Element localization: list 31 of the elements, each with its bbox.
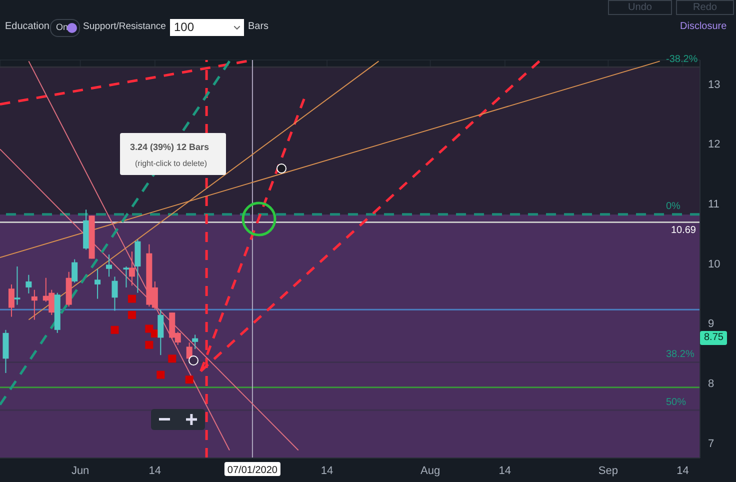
x-tick-label: 14 bbox=[148, 464, 162, 477]
text: Support/Resistance bbox=[83, 21, 166, 32]
y-tick-label: 9 bbox=[708, 318, 714, 330]
y-tick-label: 13 bbox=[708, 78, 720, 91]
annotation: 50% bbox=[666, 397, 686, 408]
x-tick-label: 14 bbox=[498, 464, 512, 477]
toggle-switch: On bbox=[50, 19, 80, 37]
annotation: -38.2% bbox=[666, 54, 698, 66]
annotation: 38.2% bbox=[666, 349, 694, 360]
ref-line-label: 07/01/2020 bbox=[227, 465, 278, 476]
dropdown-field: 100 bbox=[170, 19, 244, 36]
y-tick-label: 12 bbox=[708, 138, 720, 151]
y-tick-label: 8 bbox=[708, 378, 714, 390]
ref-line-label: 10.69 bbox=[670, 225, 696, 236]
text: Bars bbox=[248, 21, 269, 32]
annotation: (right-click to delete) bbox=[135, 159, 208, 168]
y-tick-label: 7 bbox=[708, 438, 714, 450]
annotation: 0% bbox=[666, 201, 680, 212]
text: Education bbox=[5, 21, 50, 32]
text: Undo bbox=[608, 0, 672, 15]
text: Disclosure bbox=[680, 21, 727, 32]
x-tick-label: Jun bbox=[71, 464, 90, 477]
x-tick-label: 14 bbox=[320, 464, 334, 477]
x-tick-label: 14 bbox=[676, 464, 689, 477]
y-tick-label: 11 bbox=[708, 198, 720, 211]
annotation: 3.24 (39%) 12 Bars bbox=[130, 142, 210, 152]
annotation: 8.75 bbox=[700, 331, 728, 346]
y-tick-label: 10 bbox=[708, 258, 720, 270]
x-tick-label: Aug bbox=[420, 464, 440, 477]
x-tick-label: Sep bbox=[598, 464, 618, 477]
text: Redo bbox=[676, 0, 734, 15]
